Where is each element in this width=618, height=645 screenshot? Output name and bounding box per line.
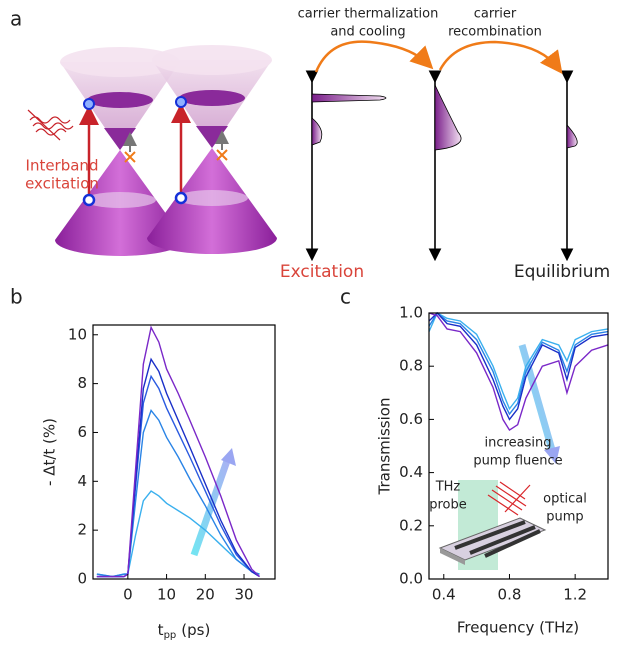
annotation: Excitation [280, 262, 364, 282]
x-axis-label: tpp(ps) [158, 621, 211, 642]
x-axis-label: pp [164, 630, 177, 641]
annotation: excitation [25, 175, 99, 193]
x-tick-label: 30 [234, 586, 253, 604]
data-line [97, 376, 260, 576]
x-tick-label: 10 [157, 586, 176, 604]
data-line [97, 327, 260, 576]
panel-label: c [340, 285, 351, 309]
annotation: THz [435, 480, 461, 495]
panel-label: b [10, 285, 23, 309]
y-axis-label: - Δt/t (%) [41, 418, 59, 486]
annotation: carrier thermalization [298, 7, 439, 22]
dirac-cones [28, 45, 277, 256]
x-axis-label: (ps) [181, 621, 210, 639]
y-tick-label: 0 [77, 570, 87, 588]
y-tick-label: 6 [77, 423, 87, 441]
plot-frame [93, 325, 275, 579]
x-tick-label: 1.2 [563, 586, 587, 604]
annotation: pump [546, 510, 583, 525]
y-tick-label: 0.6 [399, 410, 423, 428]
annotation: probe [429, 498, 467, 513]
annotation: increasing [485, 436, 552, 451]
annotation: Equilibrium [514, 262, 610, 282]
y-tick-label: 10 [68, 325, 87, 343]
x-tick-label: 0.4 [432, 586, 456, 604]
y-tick-label: 2 [77, 521, 87, 539]
annotation: optical [543, 492, 587, 507]
y-tick-label: 4 [77, 472, 87, 490]
y-tick-label: 0.0 [399, 570, 423, 588]
y-axis-label: Transmission [376, 398, 394, 496]
figure: a b c [0, 0, 618, 645]
data-line [429, 313, 608, 419]
panel-label: a [10, 7, 22, 31]
y-tick-label: 1.0 [399, 304, 423, 322]
y-tick-label: 8 [77, 374, 87, 392]
annotation: carrier [474, 7, 517, 22]
annotation: and cooling [330, 25, 405, 40]
x-tick-label: 0 [123, 586, 133, 604]
x-axis-label: Frequency (THz) [457, 619, 579, 637]
data-line [429, 313, 608, 414]
distribution-diagram [312, 42, 577, 258]
annotation: Interband [26, 157, 99, 175]
y-tick-label: 0.2 [399, 516, 423, 534]
y-tick-label: 0.4 [399, 463, 423, 481]
x-tick-label: 0.8 [498, 586, 522, 604]
x-tick-label: 20 [196, 586, 215, 604]
data-line [429, 313, 608, 430]
annotation: recombination [448, 25, 542, 40]
annotation: pump fluence [473, 454, 562, 469]
data-line [97, 491, 260, 576]
y-tick-label: 0.8 [399, 357, 423, 375]
